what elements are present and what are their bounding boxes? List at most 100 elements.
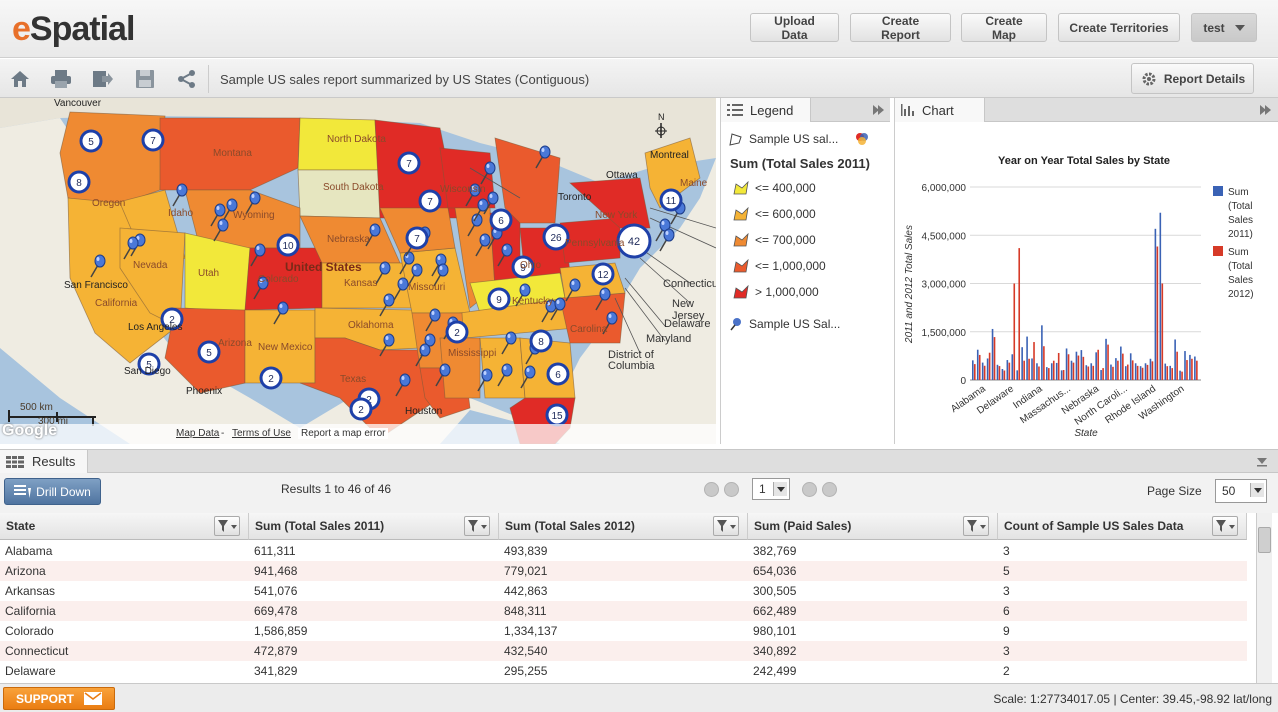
pushpin-icon[interactable]: [379, 333, 395, 357]
cluster-marker[interactable]: 2: [259, 366, 283, 390]
cluster-marker[interactable]: 6: [546, 362, 570, 386]
cluster-marker[interactable]: 7: [418, 189, 442, 213]
page-select[interactable]: 1: [752, 478, 790, 500]
pushpin-icon[interactable]: [431, 253, 447, 277]
chart-bar[interactable]: [1117, 360, 1119, 380]
chart-bar[interactable]: [972, 360, 974, 380]
map-view[interactable]: N 5 7 8 7 7 10 7 6 26 42 11 9 12 9 2 8 2 5 5 2 2 2 6 15 Vancouv…: [0, 98, 716, 444]
chart-bar[interactable]: [1154, 228, 1157, 380]
next-page-icon[interactable]: [802, 482, 817, 497]
column-header[interactable]: State: [0, 513, 249, 540]
pushpin-icon[interactable]: [273, 301, 289, 325]
chart-bar[interactable]: [981, 362, 984, 380]
pushpin-icon[interactable]: [659, 228, 675, 252]
collapse-legend-icon-2[interactable]: [878, 105, 884, 115]
espatial-logo[interactable]: eSpatial: [12, 10, 135, 48]
chart-bar[interactable]: [1110, 364, 1112, 380]
pushpin-icon[interactable]: [365, 223, 381, 247]
chart-bar[interactable]: [996, 364, 999, 380]
prev-page-icon[interactable]: [724, 482, 739, 497]
chart-bar[interactable]: [1031, 358, 1033, 380]
report-details-button[interactable]: Report Details: [1131, 63, 1254, 94]
column-filter-icon[interactable]: [464, 516, 490, 536]
legend-range-item[interactable]: <= 700,000: [733, 233, 816, 247]
chart-bar[interactable]: [1171, 368, 1173, 380]
cluster-marker[interactable]: 6: [489, 208, 513, 232]
column-filter-icon[interactable]: [963, 516, 989, 536]
chart-bar[interactable]: [1174, 339, 1176, 380]
pushpin-icon[interactable]: [497, 243, 513, 267]
table-row[interactable]: California 669,478 848,311 662,489 6: [0, 601, 1247, 621]
chart-bar[interactable]: [1041, 325, 1043, 380]
table-row[interactable]: Arkansas 541,076 442,863 300,505 3: [0, 581, 1247, 601]
legend-range-item[interactable]: <= 600,000: [733, 207, 816, 221]
chart-bar[interactable]: [1105, 338, 1107, 380]
report-map-error-link[interactable]: Report a map error: [298, 428, 389, 439]
pushpin-icon[interactable]: [415, 343, 431, 367]
cluster-marker[interactable]: 12: [591, 262, 615, 286]
cluster-marker[interactable]: 7: [141, 128, 165, 152]
chart-bar[interactable]: [1090, 363, 1093, 380]
pushpin-icon[interactable]: [602, 311, 618, 335]
chart-bar[interactable]: [1011, 354, 1014, 380]
pushpin-icon[interactable]: [535, 145, 551, 169]
cluster-marker[interactable]: 7: [405, 226, 429, 250]
pushpin-icon[interactable]: [483, 191, 499, 215]
chart-bar[interactable]: [1046, 367, 1048, 380]
home-icon[interactable]: [9, 68, 31, 90]
chart-bar[interactable]: [1112, 366, 1114, 380]
legend-layer-sales-points[interactable]: Sample US Sal...: [729, 317, 840, 331]
chart-bar[interactable]: [1001, 369, 1004, 380]
pushpin-icon[interactable]: [393, 277, 409, 301]
pushpin-icon[interactable]: [515, 283, 531, 307]
collapse-legend-icon[interactable]: [873, 105, 879, 115]
table-row[interactable]: Connecticut 472,879 432,540 340,892 3: [0, 641, 1247, 661]
chart-bar[interactable]: [1120, 346, 1122, 380]
chart-bar[interactable]: [1033, 342, 1035, 380]
cluster-marker[interactable]: 15: [545, 403, 569, 427]
cluster-marker[interactable]: 5: [79, 129, 103, 153]
pushpin-icon[interactable]: [541, 299, 557, 323]
chart-bar[interactable]: [1126, 364, 1129, 380]
chart-bar[interactable]: [988, 352, 991, 380]
chart-bar[interactable]: [1139, 366, 1142, 380]
chart-bar[interactable]: [1146, 364, 1149, 380]
chart-bar[interactable]: [991, 328, 994, 380]
chart-bar[interactable]: [1055, 362, 1058, 380]
chart-bar[interactable]: [1070, 360, 1073, 380]
chart-bar[interactable]: [1136, 365, 1139, 380]
pushpin-icon[interactable]: [497, 363, 513, 387]
column-header[interactable]: Sum (Total Sales 2011): [249, 513, 499, 540]
chart-bar[interactable]: [1122, 353, 1124, 380]
chart-bar[interactable]: [1008, 362, 1011, 380]
cluster-marker[interactable]: 2: [160, 307, 184, 331]
terms-of-use-link[interactable]: Terms of Use: [232, 428, 291, 439]
chart-bar[interactable]: [1077, 355, 1080, 380]
user-menu-button[interactable]: test: [1191, 13, 1257, 42]
chart-bar[interactable]: [1159, 212, 1162, 380]
chart-bar[interactable]: [1026, 336, 1028, 380]
chart-bar[interactable]: [1018, 248, 1021, 380]
chart-bar[interactable]: [976, 349, 979, 380]
cluster-marker[interactable]: 9: [511, 255, 535, 279]
pushpin-icon[interactable]: [253, 276, 269, 300]
chart-bar[interactable]: [1092, 365, 1095, 380]
chart-bar[interactable]: [1062, 370, 1065, 380]
chart-bar[interactable]: [1036, 363, 1038, 380]
chart-bar[interactable]: [1149, 358, 1152, 380]
chart-bar[interactable]: [1067, 354, 1070, 380]
pushpin-icon[interactable]: [475, 233, 491, 257]
pushpin-icon[interactable]: [172, 183, 188, 207]
page-size-select[interactable]: 50: [1215, 479, 1267, 503]
save-icon[interactable]: [134, 68, 156, 90]
color-palette-icon[interactable]: [854, 131, 870, 147]
chart-bar[interactable]: [1164, 363, 1167, 380]
chart-bar[interactable]: [1124, 366, 1127, 380]
chart-bar[interactable]: [1080, 350, 1083, 380]
column-header[interactable]: Sum (Total Sales 2012): [499, 513, 748, 540]
table-row[interactable]: Alabama 611,311 493,839 382,769 3: [0, 541, 1247, 561]
pushpin-icon[interactable]: [520, 365, 536, 389]
collapse-chart-icon-2[interactable]: [1265, 105, 1271, 115]
print-icon[interactable]: [50, 68, 72, 90]
